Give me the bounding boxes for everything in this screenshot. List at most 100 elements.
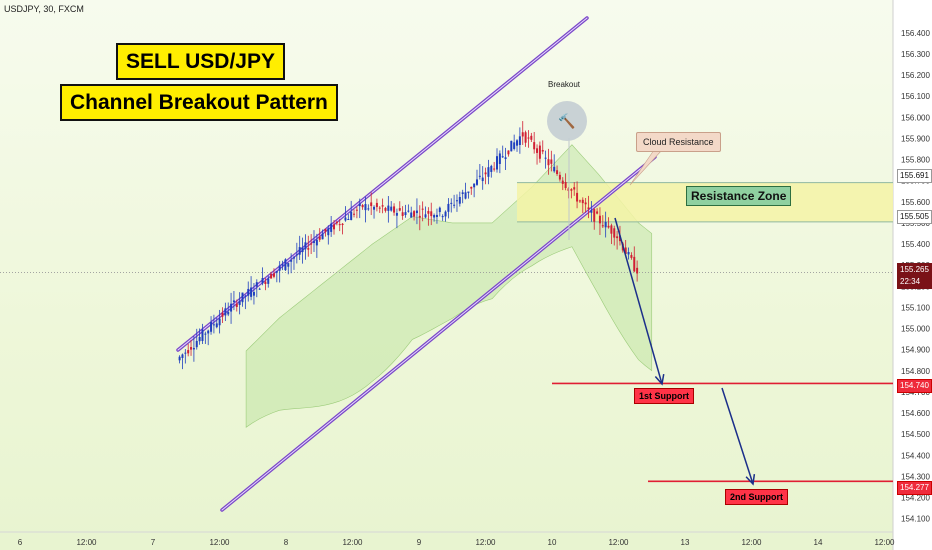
candle-body xyxy=(264,281,267,284)
candle-body xyxy=(407,210,410,212)
candle-body xyxy=(373,206,376,210)
channel-upper-line-inner xyxy=(177,17,588,351)
candle-body xyxy=(470,186,473,189)
candle-body xyxy=(601,225,604,227)
candle-body xyxy=(230,303,233,312)
candle-body xyxy=(447,203,450,212)
candle-body xyxy=(544,157,547,159)
candle-body xyxy=(327,228,330,236)
candle-body xyxy=(578,200,581,202)
candle-body xyxy=(315,239,318,246)
candle-body xyxy=(184,352,187,354)
candle-body xyxy=(570,189,573,191)
first-support-label: 1st Support xyxy=(634,388,695,404)
y-tick-label: 155.100 xyxy=(901,303,930,312)
candle-body xyxy=(395,212,398,216)
candle-body xyxy=(587,207,590,210)
candle-body xyxy=(321,233,324,240)
candle-body xyxy=(304,242,307,250)
candle-body xyxy=(518,136,521,146)
candle-body xyxy=(527,137,530,139)
candle-body xyxy=(310,243,313,245)
y-tick-label: 154.100 xyxy=(901,515,930,524)
zone-top-price-tag: 155.691 xyxy=(897,169,932,183)
projection-arrow-2-head xyxy=(745,473,756,486)
candle-body xyxy=(275,271,278,273)
breakout-marker xyxy=(547,101,587,141)
cloud-resistance-label: Cloud Resistance xyxy=(636,132,721,152)
candle-body xyxy=(244,295,247,297)
candle-body xyxy=(421,208,424,210)
x-tick-label: 12:00 xyxy=(475,538,496,547)
channel-lower-line-inner xyxy=(221,156,656,511)
candle-body xyxy=(624,247,627,254)
candle-body xyxy=(204,333,207,335)
candle-body xyxy=(401,212,404,216)
x-tick-label: 12:00 xyxy=(342,538,363,547)
x-tick-label: 7 xyxy=(151,538,156,547)
x-tick-label: 14 xyxy=(814,538,823,547)
candle-body xyxy=(558,174,561,180)
candle-body xyxy=(241,292,244,303)
candle-body xyxy=(630,255,633,258)
candle-body xyxy=(493,168,496,170)
candle-body xyxy=(627,251,630,255)
candle-body xyxy=(516,140,519,146)
candle-body xyxy=(498,153,501,164)
y-tick-label: 155.000 xyxy=(901,325,930,334)
candle-body xyxy=(238,300,241,305)
candle-body xyxy=(370,202,373,207)
candle-body xyxy=(584,202,587,205)
candle-body xyxy=(201,329,204,341)
y-tick-label: 156.100 xyxy=(901,92,930,101)
candle-body xyxy=(398,208,401,211)
candle-body xyxy=(424,214,427,218)
y-tick-label: 155.600 xyxy=(901,198,930,207)
candle-body xyxy=(613,228,616,238)
y-tick-label: 155.400 xyxy=(901,240,930,249)
countdown-tag: 22:34 xyxy=(897,275,932,289)
zone-bottom-price-tag: 155.505 xyxy=(897,210,932,224)
candle-body xyxy=(190,347,193,350)
candle-body xyxy=(538,145,541,159)
candle-body xyxy=(232,300,235,303)
candle-body xyxy=(410,212,413,218)
x-tick-label: 9 xyxy=(417,538,422,547)
candle-body xyxy=(192,347,195,350)
candle-body xyxy=(553,166,556,172)
chart-title: SELL USD/JPY xyxy=(116,43,285,80)
candle-body xyxy=(207,330,210,334)
y-tick-label: 154.600 xyxy=(901,409,930,418)
breakout-label: Breakout xyxy=(548,80,581,89)
candle-body xyxy=(581,199,584,204)
y-tick-label: 154.400 xyxy=(901,451,930,460)
candle-body xyxy=(341,223,344,226)
candle-body xyxy=(598,215,601,224)
candle-body xyxy=(324,228,327,232)
candle-body xyxy=(524,132,527,143)
candle-body xyxy=(475,179,478,185)
candle-body xyxy=(227,311,230,315)
candle-body xyxy=(633,256,636,272)
candle-body xyxy=(215,323,218,328)
hammer-icon: 🔨 xyxy=(558,113,575,130)
candle-body xyxy=(312,241,315,243)
y-tick-label: 154.300 xyxy=(901,472,930,481)
candle-body xyxy=(636,267,639,274)
candle-body xyxy=(381,205,384,207)
candle-body xyxy=(355,209,358,211)
candle-body xyxy=(547,159,550,166)
candle-body xyxy=(533,142,536,150)
y-tick-label: 155.800 xyxy=(901,156,930,165)
candle-body xyxy=(378,207,381,209)
candle-body xyxy=(596,211,599,214)
candle-body xyxy=(187,350,190,354)
candle-body xyxy=(507,150,510,155)
candle-body xyxy=(458,197,461,204)
support1-price-tag: 154.740 xyxy=(897,379,932,393)
candle-body xyxy=(258,288,261,290)
candle-body xyxy=(221,312,224,317)
candle-body xyxy=(413,211,416,217)
